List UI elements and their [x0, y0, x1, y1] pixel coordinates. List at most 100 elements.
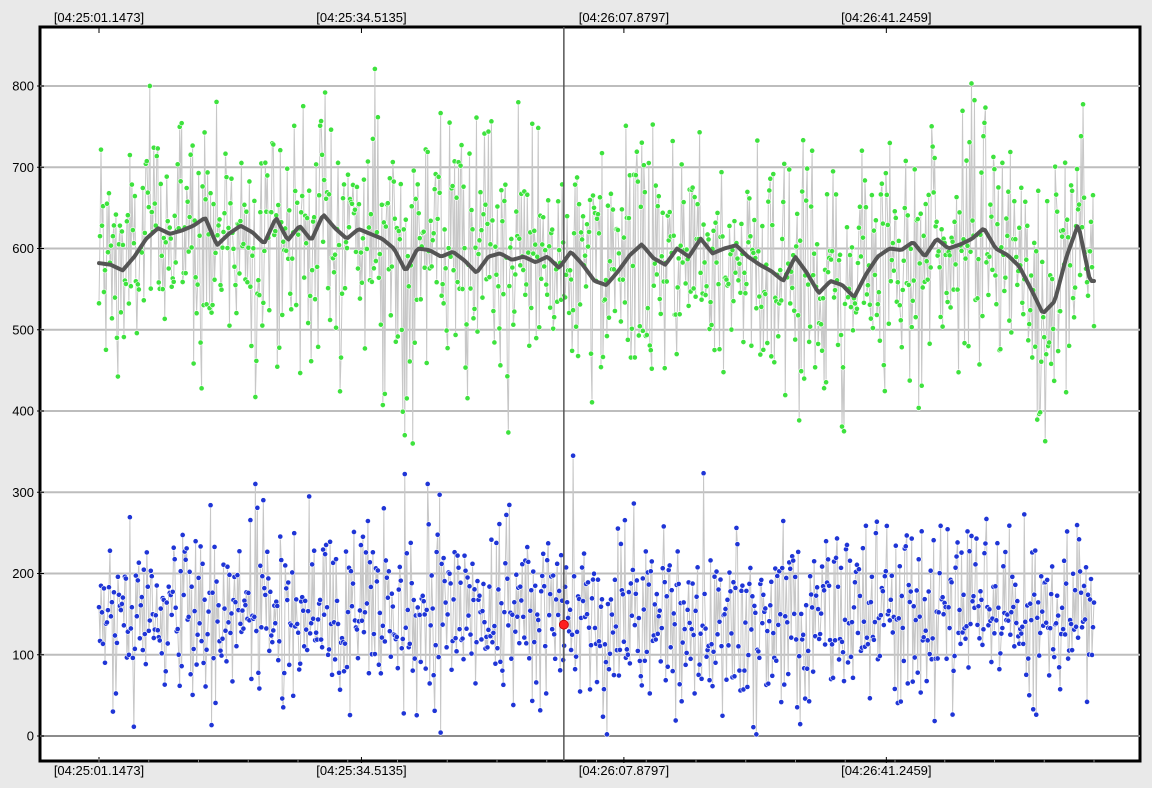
- series-1-point-844: [936, 570, 943, 577]
- series-1-point-13: [109, 599, 115, 606]
- series-0-point-846: [938, 226, 945, 233]
- series-0-point-251: [346, 224, 352, 231]
- series-1-point-44: [139, 647, 146, 653]
- series-1-point-541: [634, 648, 641, 654]
- series-0-point-658: [751, 217, 758, 223]
- series-1-point-470: [564, 599, 570, 606]
- series-1-point-259: [354, 626, 360, 633]
- series-0-point-916: [1008, 329, 1015, 336]
- series-0-point-610: [703, 283, 710, 290]
- series-0-point-874: [966, 139, 973, 146]
- series-1-point-394: [488, 536, 495, 543]
- series-0-point-598: [691, 194, 698, 200]
- series-0-point-946: [1038, 358, 1045, 365]
- series-1-point-285: [379, 622, 386, 629]
- series-0-point-922: [1014, 282, 1021, 288]
- series-0-point-735: [828, 256, 834, 263]
- series-1-point-795: [887, 596, 894, 603]
- series-1-point-778: [871, 636, 877, 643]
- x-tick-label-top-3: [04:26:41.2459]: [841, 10, 931, 25]
- series-0-point-181: [276, 344, 283, 351]
- series-0-point-912: [1004, 232, 1011, 239]
- series-0-point-406: [500, 291, 507, 297]
- series-0-point-3: [99, 222, 105, 229]
- series-1: [96, 452, 1097, 738]
- series-0-point-184: [279, 312, 286, 318]
- series-0-point-954: [1046, 339, 1053, 346]
- series-1-point-679: [772, 565, 779, 572]
- series-1-point-476: [570, 452, 576, 459]
- series-1-point-108: [203, 646, 210, 653]
- series-0-point-276: [371, 265, 377, 272]
- series-1-point-940: [1032, 547, 1039, 554]
- series-0-point-543: [636, 323, 643, 330]
- series-0-point-133: [228, 175, 235, 182]
- series-0-point-102: [197, 339, 204, 346]
- series-1-point-113: [208, 722, 215, 728]
- series-1-point-474: [568, 647, 574, 653]
- trend-layer: [97, 213, 1096, 315]
- series-0-point-395: [489, 217, 496, 224]
- series-0-point-745: [838, 332, 844, 338]
- series-0-point-757: [850, 327, 856, 334]
- series-0-point-845: [937, 314, 944, 320]
- series-1-point-104: [199, 560, 206, 567]
- series-0-point-477: [571, 230, 577, 237]
- series-1-point-742: [835, 583, 841, 590]
- series-1-point-253: [348, 568, 354, 575]
- series-0-point-67: [162, 239, 169, 246]
- series-1-point-372: [466, 583, 473, 590]
- series-1-point-47: [142, 661, 149, 667]
- cursor-highlight-point[interactable]: [558, 619, 569, 630]
- series-0-point-436: [530, 250, 537, 257]
- series-0-point-655: [748, 342, 755, 349]
- series-1-point-858: [950, 668, 957, 674]
- series-0-point-453: [547, 304, 554, 311]
- series-1-point-517: [611, 672, 617, 678]
- series-0-point-88: [183, 185, 190, 191]
- series-1-point-680: [773, 657, 780, 664]
- series-0-point-265: [360, 235, 366, 242]
- series-0-point-448: [542, 247, 549, 254]
- series-1-point-237: [332, 656, 338, 663]
- series-0-point-160: [255, 277, 262, 284]
- series-0-point-132: [227, 200, 234, 207]
- series-0-point-807: [899, 287, 906, 293]
- series-0-point-907: [999, 159, 1006, 166]
- series-0-point-737: [830, 168, 836, 175]
- series-0-point-193: [288, 306, 295, 313]
- series-0-point-800: [892, 215, 899, 221]
- series-0-point-805: [897, 317, 904, 324]
- series-1-point-648: [741, 667, 748, 674]
- series-1-point-820: [912, 617, 919, 623]
- series-0-point-652: [745, 239, 752, 246]
- series-0-point-660: [753, 305, 760, 312]
- series-0-point-701: [794, 211, 801, 217]
- series-1-point-616: [709, 683, 716, 690]
- series-1-point-526: [620, 591, 626, 598]
- series-0-point-283: [377, 321, 384, 328]
- series-0-point-345: [439, 281, 446, 288]
- series-0-point-775: [868, 315, 874, 322]
- series-0-point-752: [845, 294, 851, 301]
- series-1-point-901: [993, 617, 1000, 624]
- series-0-point-155: [250, 245, 257, 252]
- series-1-point-229: [324, 604, 330, 611]
- series-1-point-362: [456, 626, 463, 633]
- series-0-point-259: [354, 184, 360, 190]
- series-1-point-510: [604, 731, 610, 738]
- series-1-point-41: [136, 635, 143, 642]
- series-1-point-282: [376, 610, 383, 616]
- series-1-point-211: [306, 493, 313, 500]
- series-0-point-355: [449, 183, 456, 189]
- series-0-point-754: [847, 252, 853, 258]
- series-0-point-817: [909, 297, 916, 304]
- series-1-point-463: [557, 667, 564, 674]
- series-0-point-398: [492, 243, 499, 250]
- series-1-point-5: [101, 585, 107, 592]
- series-1-point-35: [130, 723, 137, 730]
- series-1-point-881: [973, 535, 980, 542]
- series-0-point-301: [395, 228, 402, 234]
- series-0-point-35: [130, 240, 137, 247]
- series-0-point-870: [962, 255, 969, 262]
